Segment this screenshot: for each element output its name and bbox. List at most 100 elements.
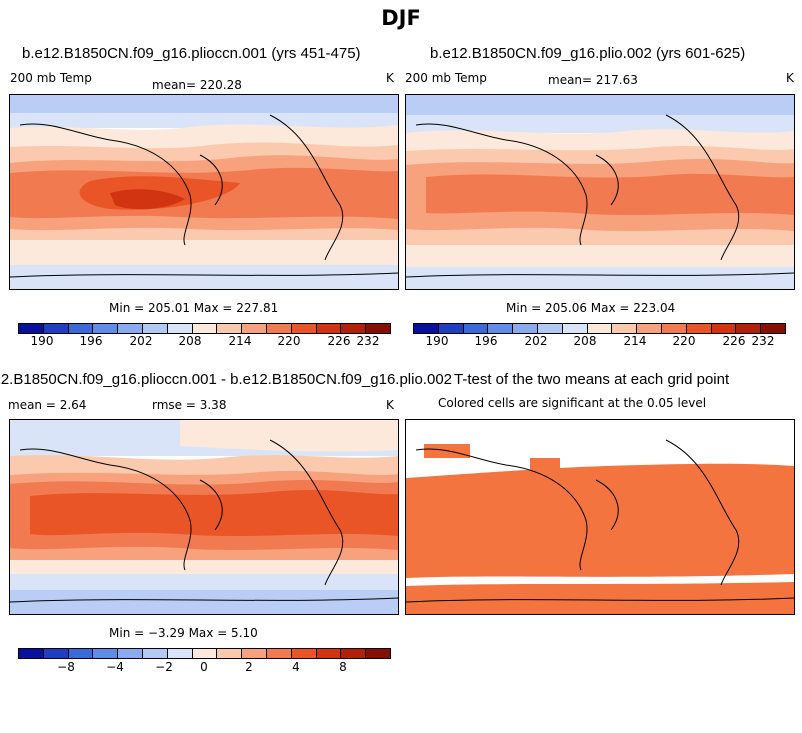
panel1-colorbar-swatch <box>192 324 218 333</box>
panel2-colorbar-swatch <box>513 324 538 333</box>
panel4-significant-region <box>406 463 794 614</box>
panel2-colorbar-swatch <box>637 324 662 333</box>
panel3-colorbar <box>18 648 391 659</box>
panel1-colorbar-swatch <box>19 324 44 333</box>
panel3-band-south-cold <box>10 590 398 614</box>
panel3-colorbar-swatch <box>43 649 69 658</box>
panel1-colorbar-swatch <box>118 324 143 333</box>
panel3-mean-label: mean = 2.64 <box>8 398 87 412</box>
panel1-min-max: Min = 205.01 Max = 227.81 <box>109 301 279 315</box>
panel1-colorbar-swatch <box>93 324 119 333</box>
panel1-band-warm-pool <box>110 189 185 210</box>
panel3-colorbar-swatch <box>19 649 44 658</box>
panel2-tick: 226 <box>722 334 746 348</box>
panel2-title: b.e12.B1850CN.f09_g16.plio.002 (yrs 601-… <box>430 45 746 62</box>
panel1-variable-label: 200 mb Temp <box>10 71 92 85</box>
panel2-colorbar-swatch <box>711 324 737 333</box>
panel1-tick: 232 <box>356 334 380 348</box>
panel1-colorbar-swatch <box>242 324 267 333</box>
panel1-colorbar-swatch <box>316 324 342 333</box>
panel1-colorbar-swatch <box>43 324 69 333</box>
panel3-colorbar-swatch <box>341 649 367 658</box>
panel1-colorbar-swatch <box>341 324 367 333</box>
panel1-units-label: K <box>386 71 394 85</box>
panel3-colorbar-swatch <box>118 649 143 658</box>
panel4-map <box>405 419 795 615</box>
panel4-title: T-test of the two means at each grid poi… <box>454 371 730 388</box>
panel2-tick: 196 <box>474 334 498 348</box>
panel1-tick: 202 <box>129 334 153 348</box>
panel3-band-south-cool <box>10 574 398 590</box>
panel1-colorbar <box>18 323 391 334</box>
panel2-colorbar-swatch <box>612 324 638 333</box>
panel2-band-polar-north <box>406 95 794 115</box>
panel3-band-north-warm <box>180 420 398 452</box>
panel2-colorbar-swatch <box>761 324 785 333</box>
panel2-tick: 214 <box>623 334 647 348</box>
panel3-rmse-label: rmse = 3.38 <box>152 398 227 412</box>
panel3-tick: 0 <box>200 660 208 674</box>
panel3-band-south-pale <box>10 560 398 574</box>
panel2-band-antarctic <box>406 267 794 289</box>
panel1-colorbar-swatch <box>291 324 317 333</box>
panel2-tick: 202 <box>524 334 548 348</box>
panel1-tick: 190 <box>30 334 54 348</box>
panel1-tick: 214 <box>228 334 252 348</box>
panel3-tick: 2 <box>245 660 253 674</box>
panel2-colorbar-swatch <box>562 324 588 333</box>
panel3-colorbar-swatch <box>291 649 317 658</box>
panel2-band-subpolar-north <box>406 115 794 133</box>
panel3-colorbar-swatch <box>93 649 119 658</box>
panel1-colorbar-swatch <box>266 324 292 333</box>
panel3-colorbar-swatch <box>217 649 243 658</box>
panel3-title: b.e12.B1850CN.f09_g16.plioccn.001 - b.e1… <box>0 371 452 388</box>
panel3-title-clip: b.e12.B1850CN.f09_g16.plioccn.001 - b.e1… <box>0 371 452 391</box>
panel1-band-polar-north <box>10 95 398 113</box>
figure-title: DJF <box>381 6 421 30</box>
panel3-band-core <box>30 490 398 536</box>
panel2-colorbar <box>413 323 786 334</box>
panel2-tick: 190 <box>425 334 449 348</box>
panel4-significant-patch-japan <box>530 458 560 470</box>
panel3-tick: 8 <box>339 660 347 674</box>
panel1-coastlines <box>10 114 398 278</box>
panel2-colorbar-swatch <box>414 324 439 333</box>
panel2-map <box>405 94 795 290</box>
panel2-variable-label: 200 mb Temp <box>405 71 487 85</box>
panel3-colorbar-swatch <box>167 649 193 658</box>
panel3-tick: −8 <box>57 660 75 674</box>
panel1-colorbar-swatch <box>167 324 193 333</box>
panel3-tick: 4 <box>292 660 300 674</box>
panel2-colorbar-swatch <box>463 324 489 333</box>
panel2-colorbar-swatch <box>736 324 762 333</box>
panel2-colorbar-swatch <box>537 324 563 333</box>
panel1-band-antarctic <box>10 265 398 289</box>
panel3-colorbar-swatch <box>192 649 218 658</box>
panel2-tick: 232 <box>751 334 775 348</box>
panel3-colorbar-swatch <box>242 649 267 658</box>
panel2-tick: 208 <box>573 334 597 348</box>
panel3-tick: −4 <box>106 660 124 674</box>
panel1-tick: 208 <box>178 334 202 348</box>
panel2-mean-label: mean= 217.63 <box>548 73 638 87</box>
panel2-min-max: Min = 205.06 Max = 223.04 <box>506 301 676 315</box>
panel1-mean-label: mean= 220.28 <box>152 78 242 92</box>
panel2-colorbar-swatch <box>488 324 514 333</box>
panel1-tick: 196 <box>79 334 103 348</box>
panel3-colorbar-swatch <box>366 649 390 658</box>
panel2-tick: 220 <box>672 334 696 348</box>
panel1-map <box>9 94 399 290</box>
panel2-colorbar-swatch <box>661 324 687 333</box>
panel2-band-hot <box>426 173 794 215</box>
panel4-insignificant-southern-band <box>406 574 794 586</box>
panel1-band-southern <box>10 240 398 265</box>
panel4-subtitle: Colored cells are significant at the 0.0… <box>438 396 707 410</box>
panel3-tick: −2 <box>155 660 173 674</box>
panel4-coastlines <box>406 439 794 603</box>
panel3-colorbar-swatch <box>142 649 168 658</box>
panel1-colorbar-swatch <box>68 324 94 333</box>
panel2-units-label: K <box>786 71 794 85</box>
panel3-units-label: K <box>386 398 394 412</box>
panel3-colorbar-swatch <box>266 649 292 658</box>
panel1-colorbar-swatch <box>142 324 168 333</box>
